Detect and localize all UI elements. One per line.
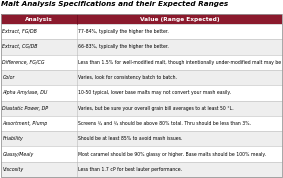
Text: Less than 1.7 cP for best lauter performance.: Less than 1.7 cP for best lauter perform… [78,167,183,172]
Bar [1,70,282,85]
Text: Diastatic Power, DP: Diastatic Power, DP [3,106,49,111]
Text: Friability: Friability [3,136,23,141]
Text: Varies, look for consistency batch to batch.: Varies, look for consistency batch to ba… [78,75,177,80]
Text: Viscosity: Viscosity [3,167,23,172]
Text: Varies, but be sure your overall grain bill averages to at least 50 °L.: Varies, but be sure your overall grain b… [78,106,234,111]
Text: Malt Analysis Specifications and their Expected Ranges: Malt Analysis Specifications and their E… [1,1,228,7]
Text: Difference, FG/CG: Difference, FG/CG [3,60,45,65]
Text: Color: Color [3,75,15,80]
Text: Glassy/Mealy: Glassy/Mealy [3,151,34,156]
Bar [1,14,282,24]
Text: Should be at least 85% to avoid mash issues.: Should be at least 85% to avoid mash iss… [78,136,183,141]
Text: Alpha Amylase, DU: Alpha Amylase, DU [3,90,48,95]
Text: Extract, FG/DB: Extract, FG/DB [3,29,37,34]
Bar [1,146,282,162]
Bar [1,24,282,39]
Text: 77-84%, typically the higher the better.: 77-84%, typically the higher the better. [78,29,169,34]
Bar [1,116,282,131]
Bar [1,101,282,116]
Text: Most caramel should be 90% glassy or higher. Base malts should be 100% mealy.: Most caramel should be 90% glassy or hig… [78,151,266,156]
Text: 66-83%, typically the higher the better.: 66-83%, typically the higher the better. [78,44,169,49]
Bar [1,85,282,101]
Bar [1,162,282,177]
Text: 10-50 typical, lower base malts may not convert your mash easily.: 10-50 typical, lower base malts may not … [78,90,231,95]
Text: Assortment, Plump: Assortment, Plump [3,121,48,126]
Text: Analysis: Analysis [25,17,53,22]
Text: Value (Range Expected): Value (Range Expected) [140,17,219,22]
Bar [1,131,282,146]
Bar [1,55,282,70]
Text: Screens ¾ and ¾ should be above 80% total. Thru should be less than 3%.: Screens ¾ and ¾ should be above 80% tota… [78,121,252,126]
Text: Extract, CG/DB: Extract, CG/DB [3,44,38,49]
Bar [1,39,282,55]
Text: Less than 1.5% for well-modified malt, though intentionally under-modified malt : Less than 1.5% for well-modified malt, t… [78,60,283,65]
